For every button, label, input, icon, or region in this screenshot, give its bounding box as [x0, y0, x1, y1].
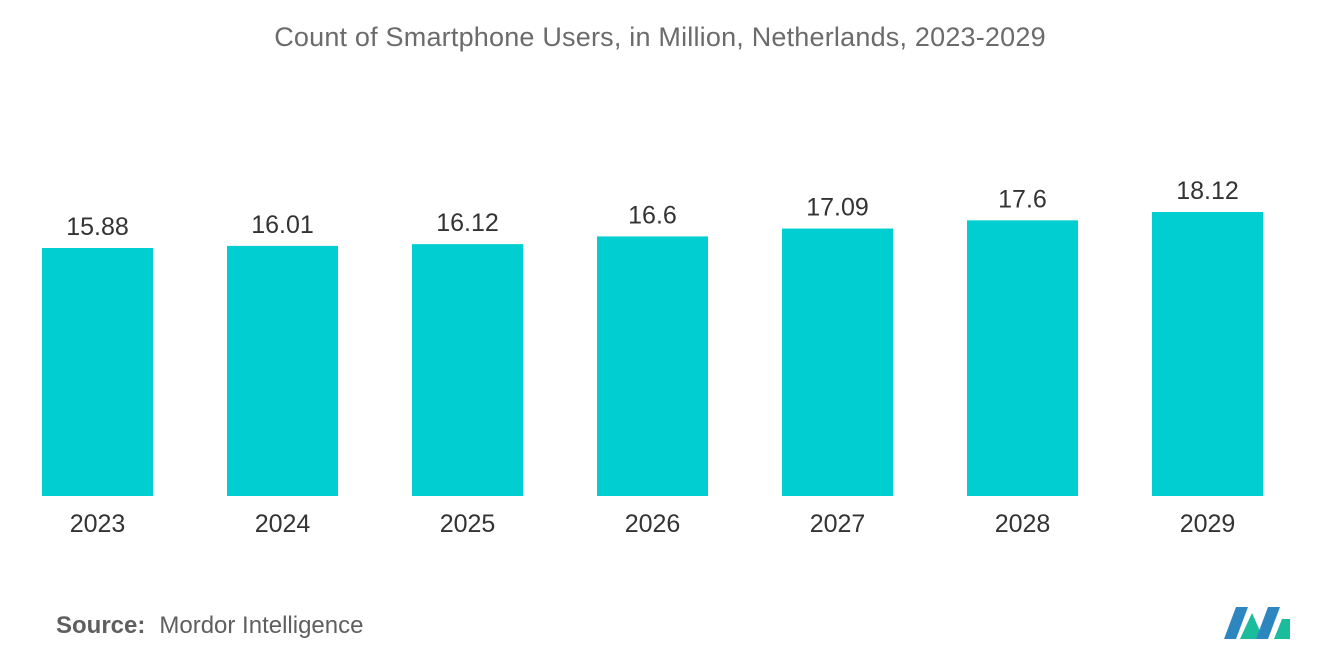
- value-label-2023: 15.88: [66, 213, 129, 241]
- value-labels-group: 15.88 16.01 16.12 16.6 17.09 17.6 18.12: [66, 177, 1239, 241]
- bar-2025: [412, 244, 523, 496]
- bar-2029: [1152, 212, 1263, 496]
- x-tick-label-2024: 2024: [255, 510, 311, 538]
- value-label-2026: 16.6: [628, 201, 677, 229]
- x-tick-label-2028: 2028: [995, 510, 1051, 538]
- x-tick-label-2029: 2029: [1180, 510, 1236, 538]
- x-tick-label-2027: 2027: [810, 510, 866, 538]
- value-label-2027: 17.09: [806, 194, 869, 222]
- x-tick-label-2025: 2025: [440, 510, 496, 538]
- bar-2027: [782, 228, 893, 496]
- source-value: Mordor Intelligence: [159, 612, 364, 639]
- bar-2026: [597, 236, 708, 496]
- source-note: Source: Mordor Intelligence: [56, 612, 363, 640]
- bar-2028: [967, 220, 1078, 496]
- x-axis-tick-labels: 2023 2024 2025 2026 2027 2028 2029: [70, 510, 1236, 538]
- bars-group: [42, 212, 1263, 496]
- bar-2024: [227, 245, 338, 496]
- source-label: Source:: [56, 612, 146, 639]
- x-tick-label-2023: 2023: [70, 510, 126, 538]
- mordor-intelligence-logo-icon: [1224, 607, 1290, 639]
- bar-2023: [42, 248, 153, 496]
- value-label-2024: 16.01: [251, 211, 314, 239]
- value-label-2025: 16.12: [436, 209, 499, 237]
- chart-title: Count of Smartphone Users, in Million, N…: [274, 22, 1046, 52]
- value-label-2028: 17.6: [998, 185, 1047, 213]
- value-label-2029: 18.12: [1176, 177, 1239, 205]
- x-tick-label-2026: 2026: [625, 510, 681, 538]
